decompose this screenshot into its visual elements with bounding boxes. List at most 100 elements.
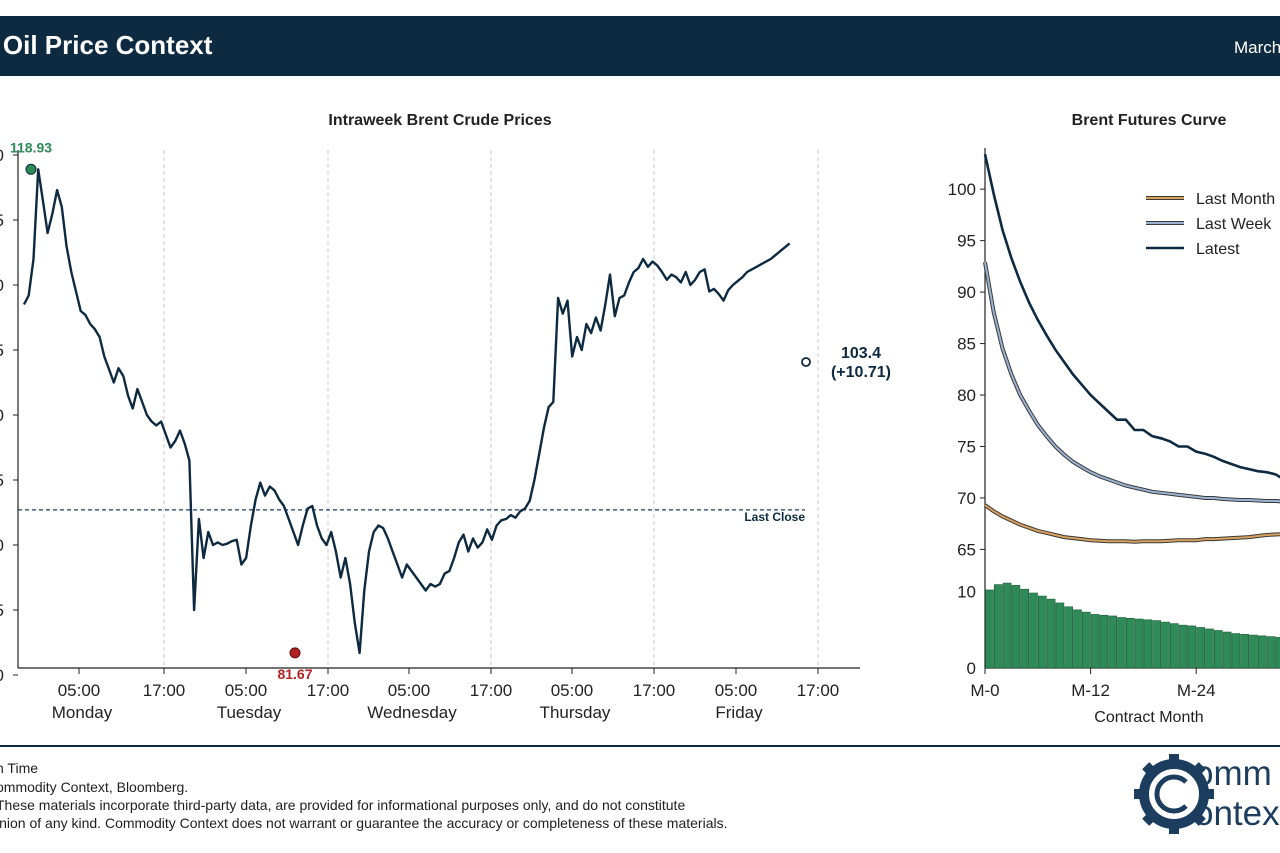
spread-bar: [1046, 598, 1056, 669]
company-logo: omm ontex: [1134, 752, 1280, 836]
footer-source: ommodity Context, Bloomberg.: [0, 779, 189, 795]
spread-bar: [1029, 592, 1038, 669]
gear-icon: [1134, 754, 1214, 834]
y-tick-label: 0: [0, 276, 4, 295]
spread-bar: [1213, 630, 1223, 669]
x-tick-label: 05:00: [58, 681, 101, 700]
x-tick-label: M-0: [970, 681, 999, 700]
spread-bar: [1073, 609, 1082, 669]
spread-bar: [1064, 606, 1073, 669]
x-tick-label: 05:00: [715, 681, 758, 700]
x-tick-label: 05:00: [225, 681, 268, 700]
curve-line-last-month: [984, 504, 1280, 543]
curve-outline: [983, 503, 1280, 544]
spread-bar: [1082, 611, 1091, 669]
x-tick-label: 17:00: [143, 681, 186, 700]
brent-price-line: [22, 168, 791, 655]
curve-line-last-week: [984, 262, 1280, 503]
spread-bar: [1055, 602, 1065, 669]
spread-bar: [1266, 636, 1276, 669]
chart-title: Intraweek Brent Crude Prices: [328, 112, 551, 129]
y-tick-label: 5: [0, 471, 4, 490]
x-tick-label: 17:00: [470, 681, 513, 700]
y-tick-label: 70: [957, 489, 976, 508]
x-tick-label: 17:00: [797, 681, 840, 700]
spread-bar: [1038, 595, 1047, 669]
y-tick-label: 100: [948, 180, 976, 199]
spread-bar: [1002, 582, 1012, 669]
spread-bar: [1249, 634, 1258, 669]
low-marker: [289, 647, 301, 659]
intraweek-price-chart: Intraweek Brent Crude Prices 0 5 0 5 0 5 0 5 0 05:…: [0, 112, 891, 722]
header-bar: ly Oil Price Context March: [0, 16, 1280, 76]
legend-label: Latest: [1196, 241, 1240, 258]
spread-bar: [994, 584, 1003, 669]
footer-time-note: n Time: [0, 760, 39, 776]
report-date: March: [1234, 38, 1280, 57]
bar-y-tick-label: 10: [957, 582, 976, 601]
y-tick-label: 0: [0, 146, 4, 165]
bar-y-tick-label: 0: [967, 659, 976, 678]
curve-line-latest: [983, 153, 1280, 479]
y-tick-label: 5: [0, 341, 4, 360]
last-value-label: 103.4: [841, 345, 881, 362]
y-tick-label: 85: [957, 335, 976, 354]
y-tick-label: 80: [957, 386, 976, 405]
spread-bar: [1222, 631, 1232, 669]
logo-text-top: omm: [1194, 754, 1272, 793]
spread-bar: [1240, 634, 1250, 669]
footer-disclaimer-1: These materials incorporate third-party …: [0, 797, 686, 813]
x-tick-label: M-12: [1071, 681, 1110, 700]
spread-bar: [1108, 615, 1117, 669]
x-day-label: Monday: [52, 703, 113, 722]
change-label: (+10.71): [831, 364, 891, 381]
x-day-label: Thursday: [540, 703, 611, 722]
x-axis-label: Contract Month: [1094, 709, 1203, 726]
spread-bar: [1152, 620, 1161, 669]
spread-bar: [1178, 624, 1188, 669]
spread-bar: [1117, 617, 1126, 669]
spread-bar: [1090, 614, 1100, 669]
x-day-label: Wednesday: [367, 703, 457, 722]
y-tick-label: 65: [957, 540, 976, 559]
y-tick-label: 5: [0, 211, 4, 230]
spread-bar: [1126, 617, 1135, 669]
spread-bar: [1099, 614, 1109, 669]
spread-bar: [1196, 627, 1206, 669]
logo-text-bottom: ontex: [1194, 794, 1280, 833]
legend-label: Last Week: [1196, 216, 1272, 233]
low-label: 81.67: [277, 666, 312, 682]
y-tick-label: 0: [0, 536, 4, 555]
x-tick-label: 17:00: [633, 681, 676, 700]
x-tick-label: M-24: [1177, 681, 1216, 700]
y-tick-label: 90: [957, 283, 976, 302]
legend-label: Last Month: [1196, 191, 1275, 208]
spread-bar: [1170, 623, 1179, 669]
spread-bar: [1187, 625, 1197, 669]
spread-bar: [985, 589, 994, 669]
y-tick-label: 0: [0, 406, 4, 425]
y-tick-label: 75: [957, 437, 976, 456]
spread-bar: [1205, 628, 1214, 669]
y-tick-label: 95: [957, 232, 976, 251]
x-tick-label: 05:00: [388, 681, 431, 700]
x-day-label: Tuesday: [217, 703, 282, 722]
futures-curve-chart: Brent Futures Curve65707580859095100Last…: [948, 112, 1280, 726]
spread-bar: [1231, 633, 1241, 669]
spread-bar: [1020, 588, 1029, 669]
x-tick-label: 05:00: [551, 681, 594, 700]
x-day-label: Friday: [715, 703, 763, 722]
y-tick-label: 0: [0, 666, 4, 685]
x-tick-label: 17:00: [307, 681, 350, 700]
last-close-label: Last Close: [744, 510, 805, 524]
last-marker: [801, 357, 811, 367]
spread-bar: [1257, 635, 1267, 669]
y-tick-label: 5: [0, 601, 4, 620]
spread-bar: [1011, 585, 1021, 669]
footer-divider: [0, 745, 1280, 747]
spread-bar: [1275, 637, 1280, 669]
chart-title: Brent Futures Curve: [1072, 112, 1227, 129]
spread-bar: [1161, 621, 1170, 669]
high-label: 118.93: [10, 139, 52, 155]
page-title: ly Oil Price Context: [0, 30, 213, 60]
